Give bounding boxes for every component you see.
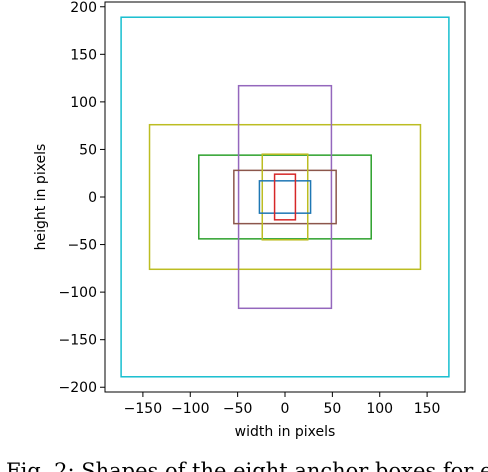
x-tick-label: 50	[323, 401, 341, 417]
boxes-layer	[120, 16, 450, 378]
y-tick-label: 200	[70, 0, 97, 16]
y-tick-label: −50	[67, 238, 97, 254]
anchor-box-5	[233, 169, 337, 225]
x-tick-label: 150	[414, 401, 441, 417]
y-tick-label: −200	[59, 380, 97, 396]
anchor-box-8	[273, 173, 297, 221]
x-tick-label: −100	[171, 401, 209, 417]
x-tick-label: 100	[366, 401, 393, 417]
y-tick-label: −100	[59, 285, 97, 301]
y-tick-label: −150	[59, 333, 97, 349]
anchor-box-6	[261, 153, 309, 241]
x-tick-label: 0	[281, 401, 290, 417]
y-tick-label: 0	[88, 190, 97, 206]
plot-frame	[104, 1, 466, 393]
y-tick-label: 50	[79, 142, 97, 158]
anchor-box-7	[258, 180, 312, 214]
x-tick-label: −50	[223, 401, 253, 417]
anchor-box-3	[198, 154, 372, 240]
anchor-box-2	[148, 123, 422, 271]
x-axis-label: width in pixels	[235, 424, 336, 440]
figure-caption: Fig. 2: Shapes of the eight anchor boxes…	[6, 459, 488, 472]
y-axis: −200 −150 −100 −50 0 50 100 150 200	[59, 0, 105, 396]
anchor-box-1	[120, 16, 450, 378]
x-axis: −150 −100 −50 0 50 100 150	[124, 392, 441, 417]
y-axis-label: height in pixels	[33, 144, 49, 251]
y-tick-label: 150	[70, 47, 97, 63]
anchor-box-4	[237, 84, 333, 310]
x-tick-label: −150	[124, 401, 162, 417]
y-tick-label: 100	[70, 95, 97, 111]
